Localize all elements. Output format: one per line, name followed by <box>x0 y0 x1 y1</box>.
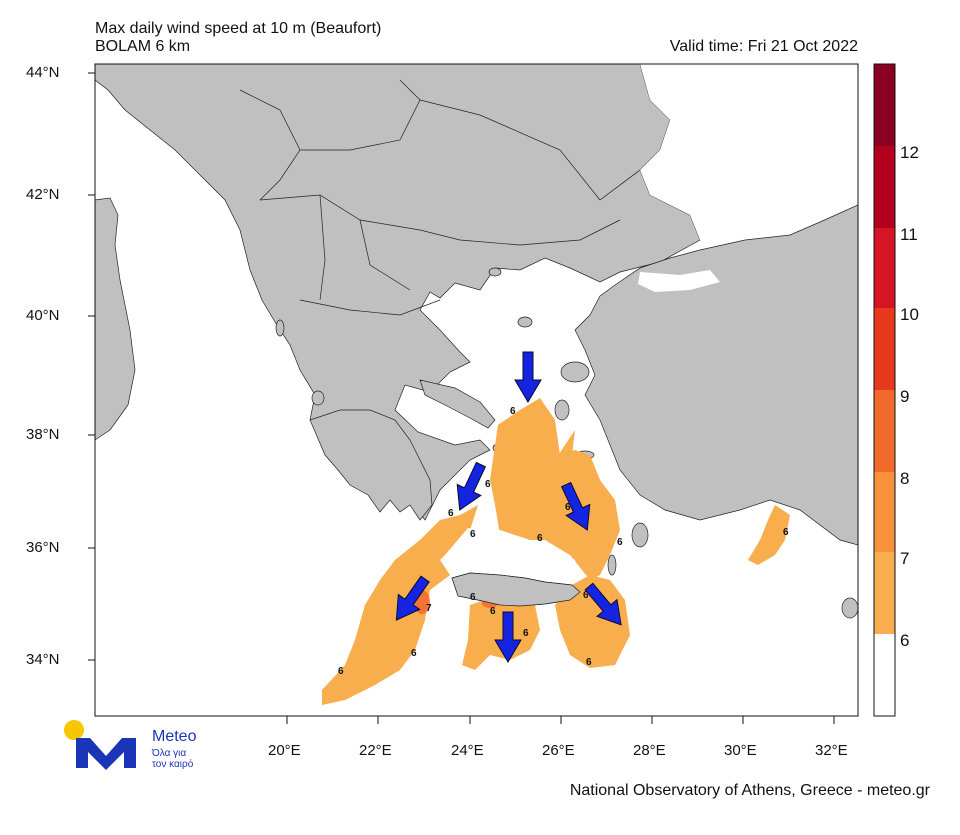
axis-ticks <box>88 72 835 724</box>
contour-label: 6 <box>411 648 417 659</box>
logo-tagline: Όλα για <box>152 748 187 759</box>
contour-label: 6 <box>510 406 516 417</box>
wind-arrow-north-aegean <box>514 351 542 403</box>
colorbar-segment <box>874 552 895 634</box>
land-rhodes <box>631 522 649 548</box>
land-balkans <box>95 64 701 521</box>
wind-zone-south-crete <box>462 598 540 670</box>
wind-arrows <box>395 351 622 663</box>
colorbar-label: 10 <box>900 305 919 324</box>
wind-zone-aegean <box>490 398 620 580</box>
land-italy <box>95 197 136 441</box>
contour-label: 6 <box>523 628 529 639</box>
wind-arrow-west-crete <box>395 575 430 621</box>
contour-label: 6 <box>586 657 592 668</box>
wind-zone-east-rhodes <box>748 505 790 565</box>
lon-label: 30°E <box>724 742 757 759</box>
colorbar-segment <box>874 64 895 146</box>
lat-label: 42°N <box>26 186 60 203</box>
colorbar-segment <box>874 472 895 552</box>
contour-label: 6 <box>338 666 344 677</box>
contour-label: 6 <box>617 537 623 548</box>
contour-label: 6 <box>470 592 476 603</box>
colorbar-label: 8 <box>900 469 910 488</box>
map-area: 6 6 6 6 6 6 6 6 6 7 6 6 6 6 6 6 <box>95 64 858 716</box>
colorbar-label: 7 <box>900 549 910 568</box>
contour-label: 6 <box>490 606 496 617</box>
lat-label: 34°N <box>26 651 60 668</box>
colorbar-label: 12 <box>900 143 919 162</box>
wind-arrow-east-crete <box>584 582 622 626</box>
lat-label: 38°N <box>26 426 60 443</box>
map-title: Max daily wind speed at 10 m (Beaufort) <box>95 20 382 37</box>
colorbar-label: 11 <box>900 225 918 244</box>
land-corfu <box>275 319 285 337</box>
colorbar-segment <box>874 308 895 390</box>
land-lemnos <box>517 316 533 328</box>
land-karpathos <box>607 554 617 576</box>
land-kefalonia <box>311 390 325 406</box>
lon-label: 32°E <box>815 742 848 759</box>
contour-label: 6 <box>583 590 589 601</box>
logo-name: Meteo <box>152 728 197 745</box>
wind-arrow-central-crete <box>494 611 522 663</box>
land-anatolia <box>574 204 858 546</box>
colorbar-segment <box>874 390 895 472</box>
footer-credit: National Observatory of Athens, Greece -… <box>569 782 930 799</box>
lon-label: 28°E <box>633 742 666 759</box>
contour-labels: 6 6 6 6 6 6 6 6 6 7 6 6 6 6 6 6 <box>338 406 789 677</box>
land-cyprus-edge <box>841 597 858 619</box>
lon-label: 22°E <box>359 742 392 759</box>
lon-label: 24°E <box>451 742 484 759</box>
contour-label: 6 <box>565 502 571 513</box>
wind-zone-chios <box>555 430 575 470</box>
wind-arrow-dodecanese <box>560 481 591 531</box>
lon-label: 26°E <box>542 742 575 759</box>
colorbar-segment <box>874 228 895 308</box>
logo-tagline: τον καιρό <box>152 759 194 770</box>
land-peloponnese <box>309 409 433 521</box>
contour-label: 6 <box>537 533 543 544</box>
colorbar <box>873 63 896 717</box>
wind-arrow-cyclades <box>456 461 487 511</box>
colorbar-segment <box>874 634 895 716</box>
lat-label: 36°N <box>26 539 60 556</box>
lat-label: 44°N <box>26 64 60 81</box>
lat-label: 40°N <box>26 307 60 324</box>
contour-label: 6 <box>783 527 789 538</box>
sun-icon <box>64 720 84 740</box>
land-thasos <box>488 267 502 277</box>
colorbar-label: 6 <box>900 631 910 650</box>
colorbar-segment <box>874 146 895 228</box>
land-chios <box>554 399 570 421</box>
contour-label: 6 <box>470 529 476 540</box>
meteo-logo <box>64 720 136 770</box>
land-euboea <box>419 379 496 429</box>
contour-label: 7 <box>426 603 432 614</box>
valid-time: Valid time: Fri 21 Oct 2022 <box>669 38 858 55</box>
land-lesbos <box>560 361 590 383</box>
map-frame <box>94 63 859 717</box>
contour-label: 6 <box>448 508 454 519</box>
country-borders <box>239 79 641 316</box>
contour-label: 6 <box>485 479 491 490</box>
lon-label: 20°E <box>268 742 301 759</box>
colorbar-label: 9 <box>900 387 910 406</box>
model-name: BOLAM 6 km <box>95 38 191 55</box>
wind-zone-southeast <box>555 575 630 668</box>
